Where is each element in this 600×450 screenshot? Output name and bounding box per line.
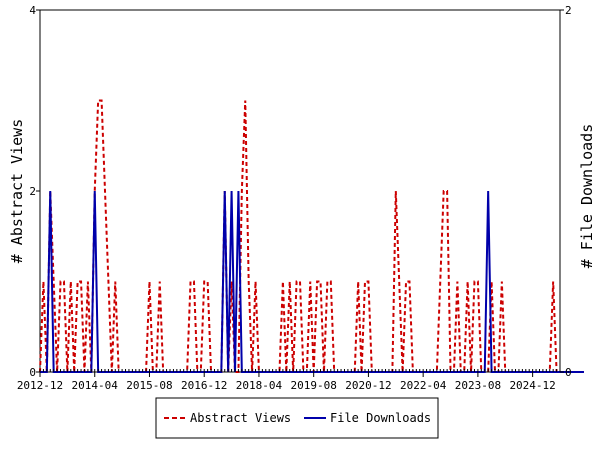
- left-y-tick-label: 4: [29, 4, 36, 17]
- series-line-abstract-views: [39, 99, 584, 373]
- x-tick-label: 2016-12: [181, 379, 227, 392]
- series-layer: [39, 99, 584, 373]
- x-tick-label: 2023-08: [455, 379, 501, 392]
- legend-label-abstract-views: Abstract Views: [190, 411, 291, 425]
- legend: Abstract Views File Downloads: [155, 397, 439, 439]
- right-y-tick-label: 0: [565, 366, 572, 379]
- axis-layer: 2012-12 2014-04 2015-08 2016-12 2018-04 2019-…: [17, 4, 572, 392]
- series-line-file-downloads: [40, 190, 584, 373]
- x-tick-label: 2020-12: [345, 379, 391, 392]
- right-axis-title: # File Downloads: [578, 124, 596, 269]
- x-tick-label: 2012-12: [17, 379, 63, 392]
- legend-label-file-downloads: File Downloads: [330, 411, 431, 425]
- left-y-tick-label: 2: [29, 185, 36, 198]
- x-tick-label: 2014-04: [72, 379, 119, 392]
- right-y-tick-label: 2: [565, 4, 572, 17]
- legend-box: [155, 397, 439, 439]
- left-axis-title: # Abstract Views: [8, 119, 26, 264]
- x-tick-label: 2018-04: [236, 379, 283, 392]
- x-tick-label: 2015-08: [126, 379, 172, 392]
- x-tick-label: 2019-08: [291, 379, 337, 392]
- left-y-tick-label: 0: [29, 366, 36, 379]
- x-tick-label: 2024-12: [509, 379, 555, 392]
- x-tick-label: 2022-04: [400, 379, 447, 392]
- plot-area: [39, 9, 561, 373]
